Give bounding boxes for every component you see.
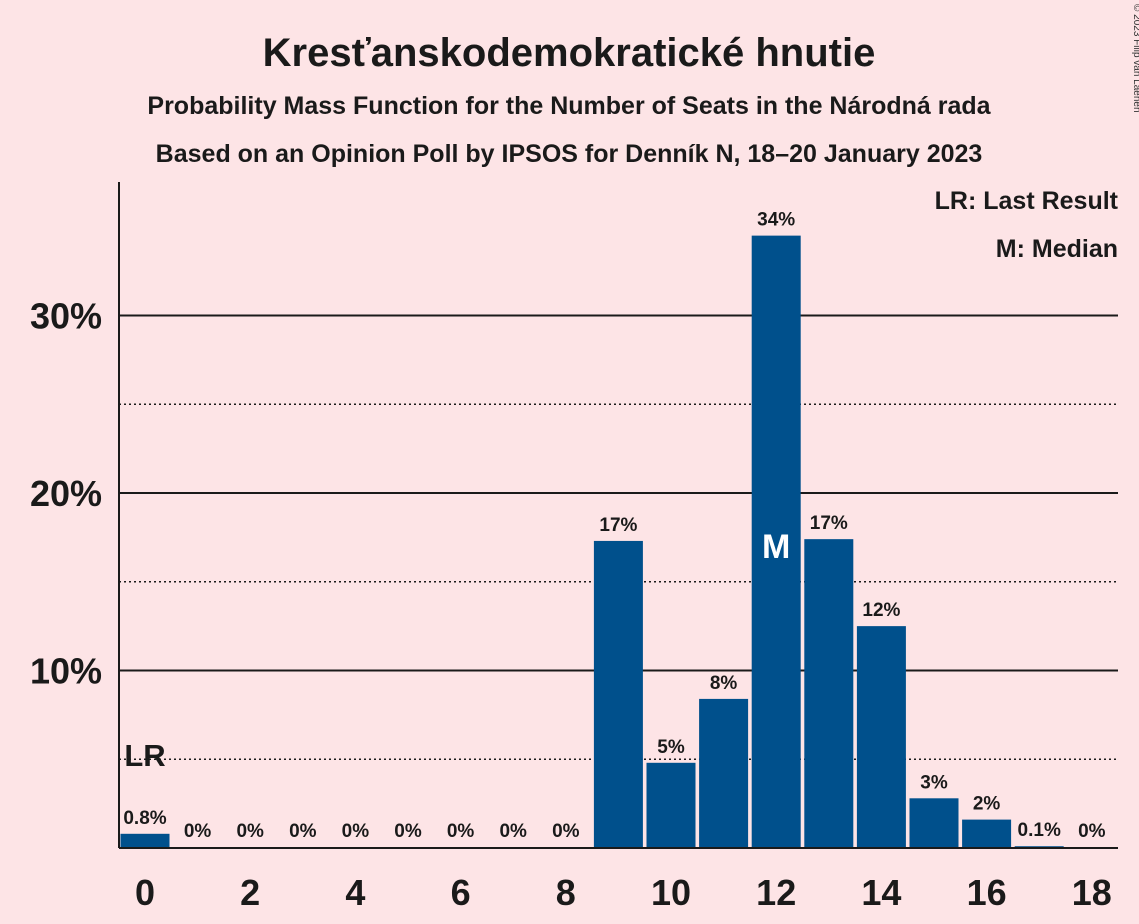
chart-title: Kresťanskodemokratické hnutie	[263, 31, 876, 75]
legend-median: M: Median	[996, 235, 1118, 263]
bar-label-seat-0: 0.8%	[123, 808, 166, 829]
bar-label-seat-6: 0%	[447, 821, 475, 842]
copyright-note: © 2023 Filip van Laenen	[1131, 4, 1139, 113]
last-result-marker: LR	[124, 738, 165, 773]
x-tick-label: 14	[861, 872, 901, 913]
bar-label-seat-4: 0%	[342, 821, 370, 842]
bar-label-seat-12: 34%	[757, 210, 795, 231]
bar-label-seat-10: 5%	[657, 737, 685, 758]
bar-seat-16	[962, 819, 1012, 848]
y-axis-ticks: 10% 20% 30%	[30, 296, 102, 692]
bar-seat-12	[751, 235, 801, 848]
bar-value-labels: 0.8% 0% 0% 0% 0% 0% 0% 0% 0% 17% 5% 8% 34% 17% 12% 3% 2%…	[123, 210, 1105, 842]
x-tick-label: 10	[651, 872, 691, 913]
bar-label-seat-5: 0%	[394, 821, 422, 842]
x-tick-label: 12	[756, 872, 796, 913]
bars	[120, 235, 1064, 848]
bar-seat-13	[804, 539, 854, 848]
markers: LR M	[124, 528, 790, 773]
bar-label-seat-1: 0%	[184, 821, 212, 842]
x-axis-ticks: 0 2 4 6 8 10 12 14 16 18	[135, 872, 1112, 913]
bar-label-seat-18: 0%	[1078, 821, 1106, 842]
x-tick-label: 4	[345, 872, 365, 913]
y-tick-label: 30%	[30, 296, 102, 337]
legend-last-result: LR: Last Result	[935, 187, 1119, 215]
bar-label-seat-11: 8%	[710, 673, 738, 694]
bar-label-seat-15: 3%	[920, 772, 948, 793]
x-tick-label: 16	[967, 872, 1007, 913]
bar-seat-9	[593, 540, 643, 848]
bar-seat-14	[856, 626, 906, 848]
chart-subtitle-2: Based on an Opinion Poll by IPSOS for De…	[156, 140, 983, 168]
x-tick-label: 0	[135, 872, 155, 913]
bar-label-seat-3: 0%	[289, 821, 317, 842]
x-tick-label: 2	[240, 872, 260, 913]
x-tick-label: 6	[451, 872, 471, 913]
gridlines	[119, 314, 1118, 760]
x-tick-label: 8	[556, 872, 576, 913]
y-tick-label: 20%	[30, 473, 102, 514]
bar-seat-11	[699, 698, 749, 848]
bar-label-seat-8: 0%	[552, 821, 580, 842]
bar-seat-15	[909, 798, 959, 848]
bar-label-seat-13: 17%	[810, 513, 848, 534]
bar-seat-0	[120, 833, 170, 848]
bar-label-seat-17: 0.1%	[1018, 820, 1061, 841]
bar-label-seat-7: 0%	[499, 821, 527, 842]
y-tick-label: 10%	[30, 651, 102, 692]
bar-label-seat-9: 17%	[599, 515, 637, 536]
x-tick-label: 18	[1072, 872, 1112, 913]
median-marker: M	[762, 528, 790, 566]
chart-subtitle-1: Probability Mass Function for the Number…	[147, 92, 991, 120]
bar-label-seat-14: 12%	[862, 600, 900, 621]
bar-seat-10	[646, 762, 696, 848]
bar-label-seat-16: 2%	[973, 794, 1001, 815]
bar-label-seat-2: 0%	[236, 821, 264, 842]
